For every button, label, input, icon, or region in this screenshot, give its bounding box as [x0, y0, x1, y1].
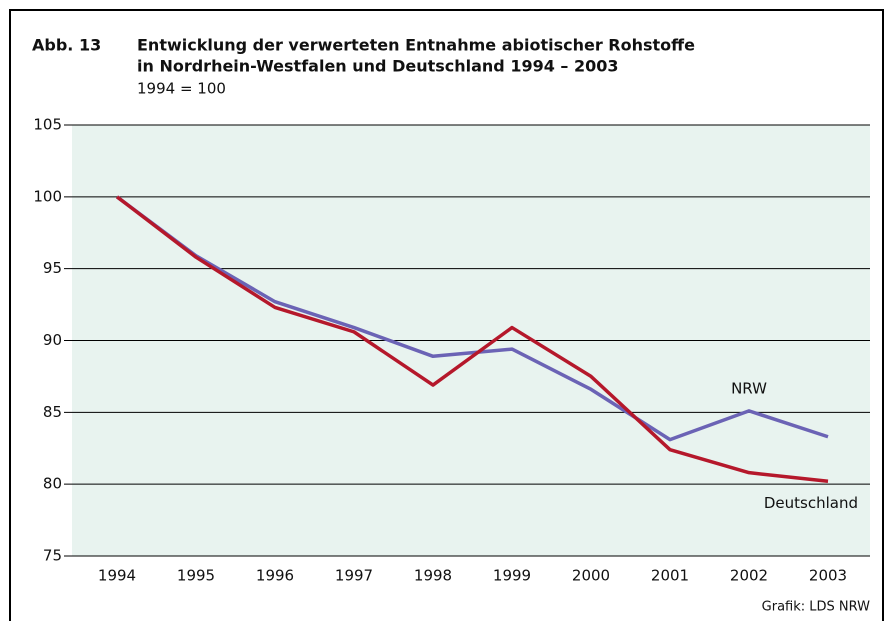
x-tick-label: 2003 — [809, 567, 847, 585]
x-tick-label: 2000 — [572, 567, 610, 585]
y-tick-label: 85 — [43, 403, 62, 421]
x-tick-label: 1999 — [493, 567, 531, 585]
series-label: Deutschland — [764, 494, 858, 512]
series-label: NRW — [731, 379, 767, 397]
y-tick-label: 75 — [43, 547, 62, 565]
x-tick-label: 1996 — [256, 567, 294, 585]
y-tick-label: 80 — [43, 475, 62, 493]
x-tick-label: 1994 — [98, 567, 136, 585]
y-tick-label: 105 — [33, 116, 62, 134]
y-tick-label: 100 — [33, 187, 62, 205]
y-tick-label: 90 — [43, 331, 62, 349]
y-tick-label: 95 — [43, 259, 62, 277]
x-tick-label: 1998 — [414, 567, 452, 585]
x-tick-label: 2002 — [730, 567, 768, 585]
chart-subtitle: 1994 = 100 — [137, 80, 226, 98]
x-tick-label: 1997 — [335, 567, 373, 585]
source: Grafik: LDS NRW — [762, 600, 870, 615]
figure-label: Abb. 13 — [32, 36, 101, 55]
chart-title: Entwicklung der verwerteten Entnahme abi… — [137, 36, 695, 55]
series-line — [115, 195, 829, 484]
x-tick-label: 2001 — [651, 567, 689, 585]
x-tick-label: 1995 — [177, 567, 215, 585]
chart-title: in Nordrhein-Westfalen und Deutschland 1… — [137, 57, 619, 76]
series-line — [115, 195, 829, 442]
